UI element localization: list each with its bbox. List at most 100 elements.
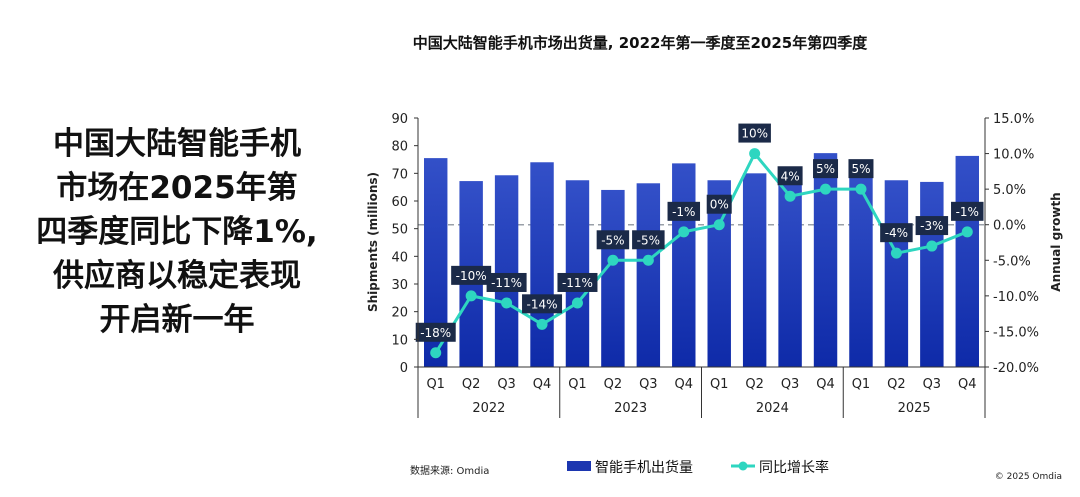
growth-label: 5% [816, 162, 835, 176]
bar [955, 155, 979, 367]
growth-point [571, 297, 583, 309]
bar [920, 181, 944, 367]
bar [530, 162, 554, 367]
growth-point [430, 347, 442, 359]
x-tick-label: Q3 [923, 377, 942, 392]
growth-point [961, 226, 973, 238]
bar [884, 180, 909, 367]
bar [672, 163, 696, 367]
year-label: 2022 [472, 401, 505, 416]
bar [742, 173, 767, 367]
growth-label: 4% [781, 169, 800, 183]
y2-tick-label: 15.0% [993, 112, 1034, 127]
growth-point [926, 240, 938, 252]
y2-tick-label: -10.0% [993, 290, 1039, 305]
y2-tick-label: 10.0% [993, 148, 1034, 163]
growth-point [536, 318, 548, 330]
growth-label: 0% [710, 198, 729, 212]
growth-label: -11% [562, 276, 593, 290]
x-tick-label: Q2 [604, 377, 623, 392]
year-label: 2025 [898, 401, 931, 416]
source-note: 数据来源: Omdia [410, 464, 489, 477]
x-tick-label: Q3 [497, 377, 516, 392]
bar [813, 153, 838, 367]
legend-bar-swatch [567, 461, 591, 471]
growth-label-box [813, 159, 839, 179]
growth-label: -5% [601, 233, 624, 247]
growth-label-box [486, 272, 527, 292]
growth-label-box [738, 123, 771, 143]
x-tick-label: Q1 [568, 377, 587, 392]
growth-label-box [777, 166, 803, 186]
bar [849, 176, 873, 367]
legend-line-marker [738, 461, 748, 471]
y-axis-label: Shipments (millions) [366, 172, 380, 312]
year-label: 2023 [614, 401, 647, 416]
y-tick-label: 70 [391, 167, 408, 182]
growth-point [784, 190, 796, 202]
headline: 中国大陆智能手机 市场在2025年第 四季度同比下降1%, 供应商以稳定表现 开… [22, 122, 332, 342]
y2-tick-label: -5.0% [993, 254, 1031, 269]
y-tick-label: 20 [391, 306, 408, 321]
y-tick-label: 30 [391, 278, 408, 293]
growth-point [713, 219, 725, 231]
growth-line [434, 150, 968, 354]
growth-label: -18% [420, 326, 451, 340]
growth-label: -11% [491, 276, 522, 290]
legend-bar-label: 智能手机出货量 [595, 459, 693, 476]
growth-point [642, 254, 654, 266]
bar [636, 183, 661, 367]
growth-point [465, 290, 477, 302]
y-tick-label: 90 [391, 112, 408, 127]
growth-label-box [596, 230, 630, 250]
growth-label-box [451, 265, 492, 285]
x-tick-label: Q1 [710, 377, 729, 392]
growth-point [607, 254, 619, 266]
growth-point [855, 183, 867, 195]
x-tick-label: Q2 [462, 377, 481, 392]
y2-tick-label: 0.0% [993, 219, 1026, 234]
x-tick-label: Q4 [533, 377, 552, 392]
growth-label-box [557, 272, 598, 292]
growth-label: -4% [885, 226, 908, 240]
growth-point [890, 247, 902, 259]
y-tick-label: 0 [400, 361, 408, 376]
growth-label: -5% [637, 233, 660, 247]
y-tick-label: 80 [391, 140, 408, 155]
growth-label: -3% [920, 219, 943, 233]
y-tick-label: 50 [391, 223, 408, 238]
headline-line: 供应商以稳定表现 [53, 258, 301, 294]
growth-label-box [848, 159, 874, 179]
legend-line-label: 同比增长率 [759, 459, 829, 476]
y2-tick-label: 5.0% [993, 183, 1026, 198]
bar [601, 189, 625, 367]
headline-line: 四季度同比下降1%, [36, 214, 318, 250]
headline-line: 中国大陆智能手机 [53, 126, 301, 162]
copyright-note: © 2025 Omdia [995, 472, 1062, 482]
x-tick-label: Q4 [958, 377, 977, 392]
growth-point [501, 297, 513, 309]
y-tick-label: 60 [391, 195, 408, 210]
growth-label-box [415, 322, 456, 342]
x-tick-label: Q1 [852, 377, 871, 392]
growth-label-box [951, 201, 984, 221]
x-tick-label: Q3 [781, 377, 800, 392]
x-tick-label: Q2 [887, 377, 906, 392]
growth-label: 10% [741, 127, 768, 141]
y2-tick-label: -15.0% [993, 325, 1039, 340]
growth-label-box [632, 230, 665, 250]
growth-label: -1% [672, 205, 695, 219]
year-label: 2024 [756, 401, 789, 416]
x-tick-label: Q3 [639, 377, 658, 392]
growth-point [820, 183, 832, 195]
growth-label-box [522, 294, 563, 314]
x-tick-label: Q4 [675, 377, 694, 392]
y-tick-label: 10 [391, 333, 408, 348]
growth-label: 5% [851, 162, 870, 176]
x-tick-label: Q2 [745, 377, 764, 392]
growth-label: -1% [956, 205, 979, 219]
growth-label-box [915, 216, 949, 236]
y-tick-label: 40 [391, 250, 408, 265]
growth-label-box [667, 201, 701, 221]
